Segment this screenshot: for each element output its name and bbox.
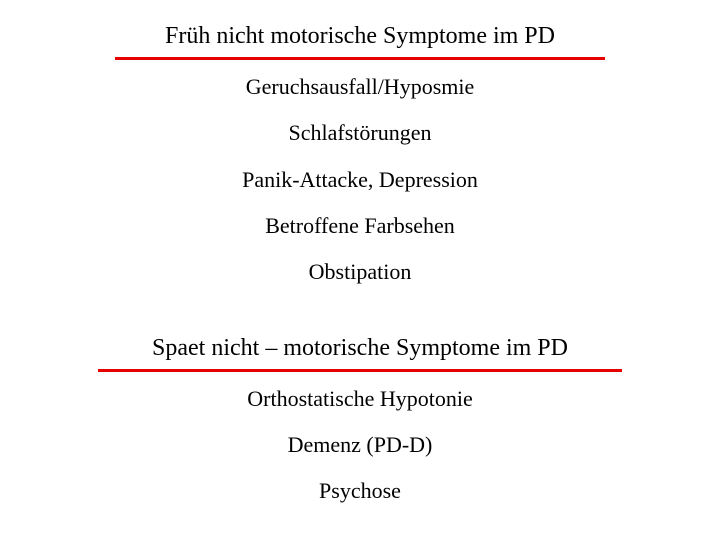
heading-late-underline	[98, 369, 622, 372]
early-item-0: Geruchsausfall/Hyposmie	[0, 74, 720, 100]
section-early: Früh nicht motorische Symptome im PD Ger…	[0, 22, 720, 286]
section-late: Spaet nicht – motorische Symptome im PD …	[0, 334, 720, 505]
heading-early: Früh nicht motorische Symptome im PD	[0, 22, 720, 57]
slide: Früh nicht motorische Symptome im PD Ger…	[0, 0, 720, 540]
late-item-0: Orthostatische Hypotonie	[0, 386, 720, 412]
early-item-1: Schlafstörungen	[0, 120, 720, 146]
heading-early-underline	[115, 57, 605, 60]
early-item-4: Obstipation	[0, 259, 720, 285]
section-gap	[0, 306, 720, 334]
early-item-2: Panik-Attacke, Depression	[0, 167, 720, 193]
late-item-2: Psychose	[0, 478, 720, 504]
late-item-1: Demenz (PD-D)	[0, 432, 720, 458]
early-item-3: Betroffene Farbsehen	[0, 213, 720, 239]
heading-late: Spaet nicht – motorische Symptome im PD	[0, 334, 720, 369]
